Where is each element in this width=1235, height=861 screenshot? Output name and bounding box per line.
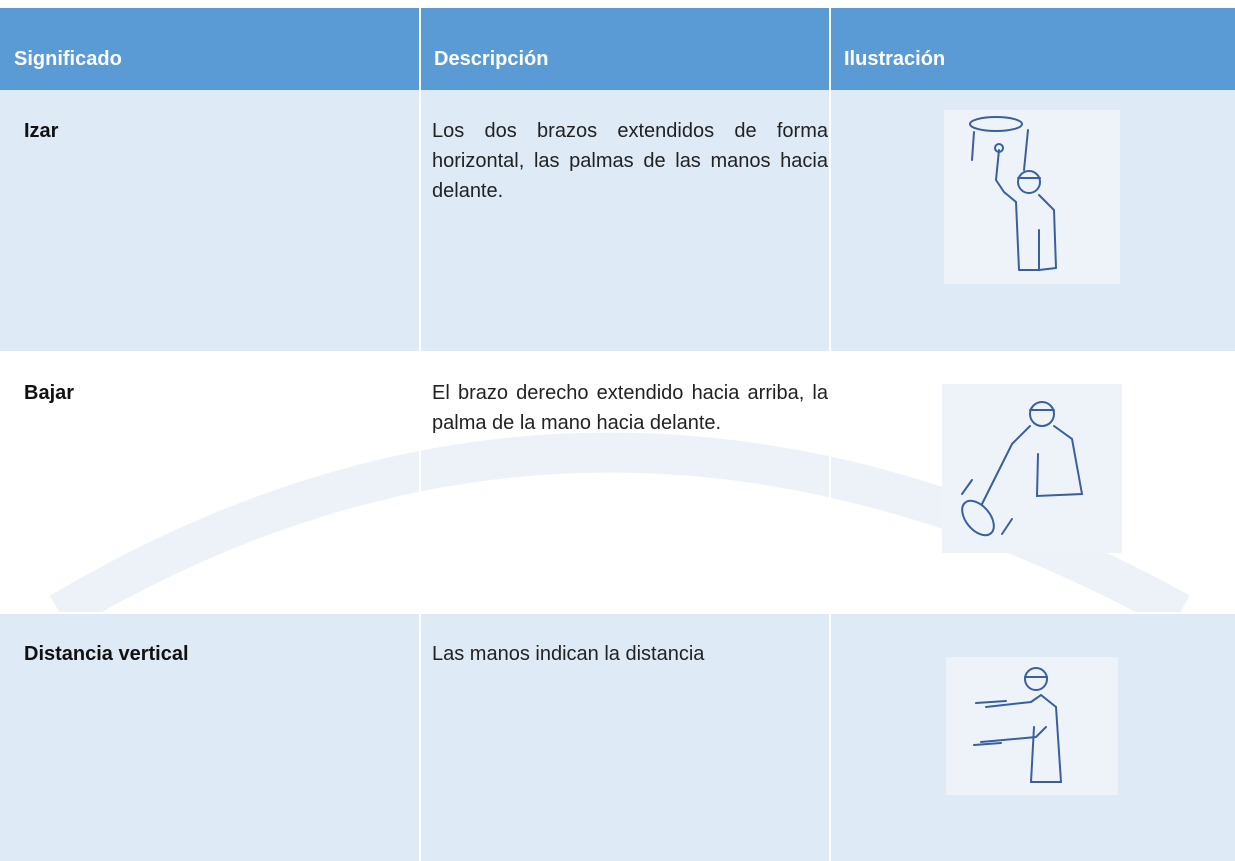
illustration xyxy=(944,110,1120,284)
signal-name: Izar xyxy=(24,120,59,142)
illustration xyxy=(946,657,1118,795)
header-cell: Significado xyxy=(0,8,420,90)
header-cell: Ilustración xyxy=(830,8,1235,90)
row-divider xyxy=(0,351,1235,353)
signal-description: El brazo derecho extendido hacia arriba,… xyxy=(432,382,828,434)
column-divider xyxy=(829,8,831,861)
illustration xyxy=(942,384,1122,553)
signal-name: Bajar xyxy=(24,382,75,404)
signal-description: Las manos indican la distancia xyxy=(432,643,705,665)
signal-name: Distancia vertical xyxy=(24,643,189,665)
signal-description: Los dos brazos extendidos de forma horiz… xyxy=(432,120,828,202)
column-divider xyxy=(419,8,421,861)
row-divider xyxy=(0,612,1235,614)
header-cell: Descripción xyxy=(420,8,830,90)
